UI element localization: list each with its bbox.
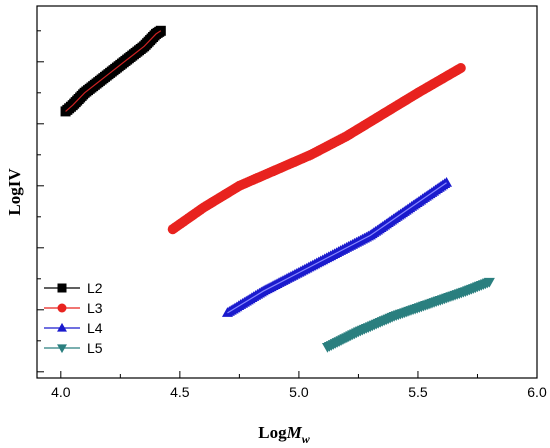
x-axis-title-main: LogM (258, 423, 302, 442)
x-tick-label: 4.5 (170, 384, 190, 400)
series-l4 (221, 176, 453, 317)
x-axis: 4.0 4.5 5.0 5.5 6.0 (51, 371, 547, 400)
legend-marker (57, 303, 67, 313)
series-line (172, 67, 462, 230)
series-l3 (167, 63, 466, 235)
legend-label: L3 (87, 300, 103, 316)
legend-marker (57, 322, 67, 332)
x-tick-label: 5.5 (408, 384, 428, 400)
series-line (227, 182, 447, 314)
series-layer (60, 25, 495, 353)
legend-label: L5 (87, 340, 103, 356)
x-axis-title-subscript: w (302, 432, 311, 446)
legend-marker (57, 283, 67, 293)
legend: L2 L3 L4 L5 (44, 280, 103, 356)
series-line (327, 281, 490, 348)
series-line (65, 30, 162, 112)
y-axis (37, 30, 44, 373)
series-l3-markers (167, 63, 466, 235)
legend-marker (57, 344, 67, 354)
legend-item-l2: L2 (44, 280, 103, 296)
series-l5 (321, 277, 495, 353)
legend-item-l3: L3 (44, 300, 103, 316)
x-tick-label: 4.0 (51, 384, 71, 400)
legend-label: L2 (87, 280, 103, 296)
y-axis-title: LogIV (5, 168, 24, 216)
legend-label: L4 (87, 320, 103, 336)
x-axis-title: LogMw (258, 423, 310, 446)
legend-item-l5: L5 (44, 340, 103, 356)
legend-item-l4: L4 (44, 320, 103, 336)
series-l5-markers (321, 277, 495, 353)
data-point (483, 277, 495, 288)
plot-frame (36, 5, 538, 379)
x-tick-label: 6.0 (527, 384, 547, 400)
x-tick-label: 5.0 (289, 384, 309, 400)
series-l2 (60, 25, 166, 117)
